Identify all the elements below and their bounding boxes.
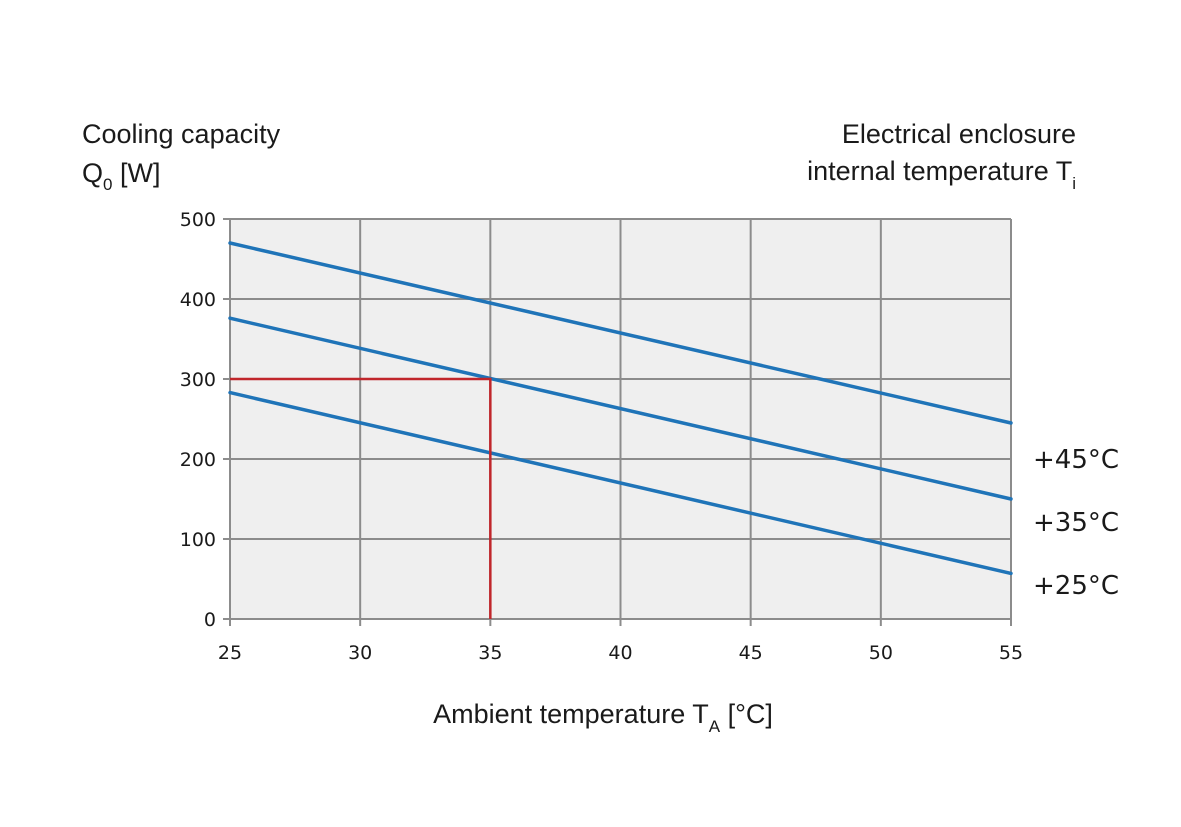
tick-labels: 25 30 35 40 45 50 55 0 100 200 300 400 500 — [180, 209, 1023, 664]
x-tick-label: 25 — [218, 642, 242, 664]
reading-guide-line — [230, 377, 492, 619]
x-tick-label: 40 — [608, 642, 632, 664]
series-group-title-text: internal temperature T — [807, 156, 1072, 186]
x-tick-label: 45 — [739, 642, 763, 664]
x-tick-label: 30 — [348, 642, 372, 664]
reading-marker — [230, 377, 492, 619]
series-label: +25°C — [1033, 571, 1119, 601]
y-tick-label: 400 — [180, 289, 216, 311]
y-axis-title-line2: Q0 [W] — [82, 158, 160, 194]
y-axis-title-subscript: 0 — [103, 175, 112, 194]
y-tick-label: 0 — [204, 609, 216, 631]
series-group-title-line2: internal temperature Ti — [807, 156, 1076, 193]
series-line — [228, 316, 1013, 501]
series-line — [228, 390, 1013, 576]
series-line — [228, 241, 1013, 425]
x-axis-title: Ambient temperature TA [°C] — [433, 699, 773, 736]
y-tick-label: 500 — [180, 209, 216, 231]
y-axis-title-line1: Cooling capacity — [82, 119, 281, 149]
y-tick-label: 100 — [180, 529, 216, 551]
series-labels: +45°C +35°C +25°C — [1033, 445, 1119, 601]
x-tick-label: 55 — [999, 642, 1023, 664]
x-axis-title-subscript: A — [709, 717, 721, 736]
series-lines — [228, 241, 1013, 576]
y-axis-title-unit: [W] — [112, 158, 160, 188]
x-axis-title-unit: [°C] — [720, 699, 773, 729]
y-tick-label: 300 — [180, 369, 216, 391]
x-tick-label: 50 — [869, 642, 893, 664]
x-axis-title-text: Ambient temperature T — [433, 699, 709, 729]
series-group-title-line1: Electrical enclosure — [842, 119, 1076, 149]
x-tick-label: 35 — [478, 642, 502, 664]
series-group-title-subscript: i — [1072, 174, 1076, 193]
series-label: +35°C — [1033, 508, 1119, 538]
series-label: +45°C — [1033, 445, 1119, 475]
y-axis-title-symbol: Q — [82, 158, 103, 188]
y-tick-label: 200 — [180, 449, 216, 471]
axis-ticks — [223, 218, 1012, 626]
